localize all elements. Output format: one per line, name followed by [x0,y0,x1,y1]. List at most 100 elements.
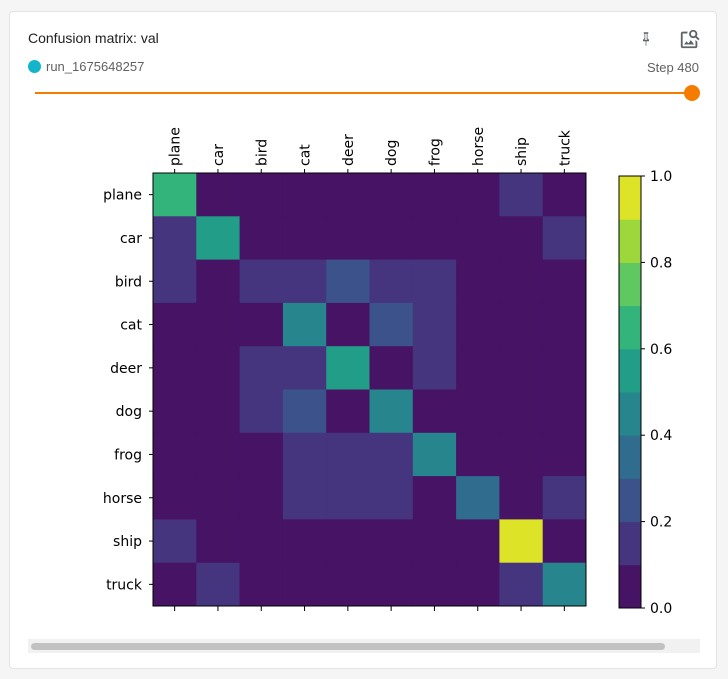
heatmap-cell [239,519,284,564]
pin-icon-glyph [643,32,649,46]
heatmap-cell [196,216,241,261]
heatmap-cell [456,216,500,261]
heatmap-cell [542,346,587,390]
heatmap-cell [369,562,414,607]
heatmap-cell [196,476,241,520]
colorbar-tick-label: 0.4 [650,428,672,444]
scroll-thumb[interactable] [31,643,665,650]
heatmap-cell [239,302,284,347]
y-tick-label: horse [103,491,142,507]
y-tick-label: deer [110,361,142,377]
heatmap-cell [542,476,587,520]
heatmap-cell [542,259,587,304]
step-label: Step 480 [646,60,699,75]
heatmap-cell [239,216,284,261]
heatmap-cell [196,259,241,304]
colorbar-segment [619,176,641,220]
heatmap-cell [326,519,370,564]
colorbar-tick-label: 0.0 [650,601,672,617]
x-tick-label: truck [557,129,573,166]
heatmap-cell [326,216,370,261]
heatmap-cell [153,476,197,520]
image-search-icon[interactable] [677,26,703,52]
heatmap-cell [196,389,241,434]
colorbar-segment [619,478,641,523]
heatmap-cell [499,302,544,347]
heatmap-cell [282,346,327,390]
run-legend: run_1675648257 [28,59,144,74]
heatmap-cell [153,302,197,347]
plot-frame [152,172,587,607]
colorbar-segment [619,219,641,263]
heatmap-cell [196,302,241,347]
colorbar-segment [619,262,641,307]
colorbar-segment [619,305,641,350]
heatmap-cell [196,346,241,390]
heatmap-cell [499,346,544,390]
heatmap-cell [282,302,327,347]
y-tick-label: truck [106,577,143,593]
horizontal-scrollbar[interactable] [28,639,700,653]
heatmap-cell [153,432,197,477]
y-tick-label: plane [103,188,142,204]
heatmap-cell [326,302,370,347]
heatmap-cell [326,346,370,390]
heatmap-cell [153,216,197,261]
heatmap-cell [196,562,241,607]
heatmap-cell [282,216,327,261]
pin-icon[interactable] [633,26,659,52]
heatmap-cell [542,432,587,477]
heatmap-cell [499,389,544,434]
heatmap-cell [196,519,241,564]
heatmap-cell [542,562,587,607]
heatmap-cell [499,259,544,304]
x-tick-label: ship [514,137,530,166]
heatmap-cell [499,432,544,477]
heatmap-cell [239,476,284,520]
heatmap-cell [499,562,544,607]
heatmap-cell [153,389,197,434]
heatmap-cell [239,432,284,477]
run-name: run_1675648257 [46,59,145,74]
confusion-matrix-card: Confusion matrix: val run_1675648257 Ste… [9,11,717,669]
step-slider[interactable] [35,83,700,103]
heatmap-cell [412,519,457,564]
heatmap-cell [326,389,370,434]
heatmap-cell [282,389,327,434]
heatmap-cell [412,259,457,304]
card-title: Confusion matrix: val [28,30,159,46]
heatmap-cell [326,259,370,304]
heatmap-cell [369,432,414,477]
x-tick-label: dog [384,140,400,166]
heatmap-cell [239,562,284,607]
y-tick-label: car [120,231,142,247]
heatmap-cell [542,519,587,564]
y-tick-label: cat [120,318,142,334]
heatmap-cell [456,302,500,347]
y-tick-label: frog [114,447,142,463]
heatmap-cell [542,173,587,217]
heatmap-cell [369,476,414,520]
slider-thumb[interactable] [684,85,700,101]
heatmap-cell [326,173,370,217]
y-tick-label: dog [116,404,142,420]
heatmap-cell [326,562,370,607]
heatmap-cell [326,476,370,520]
colorbar-tick-label: 0.2 [650,515,672,531]
y-tick-label: bird [115,274,142,290]
heatmap-cell [196,432,241,477]
colorbar-tick-label: 1.0 [650,169,672,185]
heatmap-cell [369,389,414,434]
slider-track [35,92,690,94]
colorbar-segment [619,348,641,393]
heatmap-cell [239,259,284,304]
heatmap-cell [369,346,414,390]
heatmap-cell [456,259,500,304]
heatmap-cell [239,173,284,217]
heatmap-cell [282,259,327,304]
heatmap-cell [282,432,327,477]
heatmap-cell [369,216,414,261]
heatmap-cell [196,173,241,217]
colorbar-segment [619,435,641,479]
colorbar-frame [618,175,642,609]
